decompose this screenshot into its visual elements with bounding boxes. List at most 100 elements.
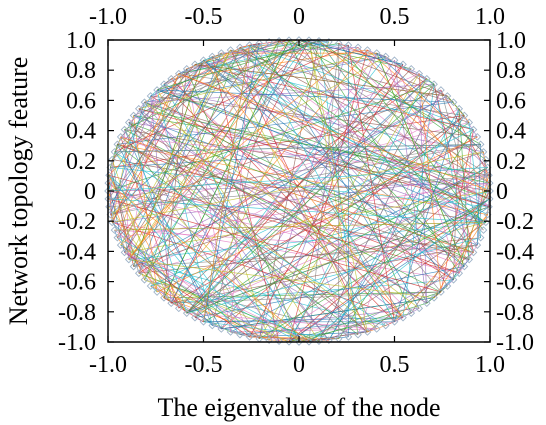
chord-line [156,89,490,200]
node-marker [315,337,323,346]
chord-line [258,40,320,339]
node-marker [465,255,474,264]
chord-line [114,229,118,238]
chord-line [133,60,204,267]
chord-line [239,317,404,335]
y-tick-label-left: -0.2 [58,209,96,235]
node-marker [485,171,493,180]
node-marker [217,49,226,57]
node-marker [455,104,464,113]
node-marker [381,321,390,330]
node-marker [113,140,122,149]
chord-line [128,259,435,299]
node-marker [113,233,122,242]
node-marker [285,36,293,45]
chord-line [186,237,481,314]
chord-line [485,198,491,223]
chord-line [110,89,158,215]
chord-line [186,312,377,330]
x-tick-label-bottom: 1.0 [475,352,505,378]
chord-line [249,44,395,322]
chord-line [163,40,290,298]
chord-line [221,115,465,330]
chord-line [108,52,222,200]
node-marker [116,133,125,141]
node-marker [182,65,191,73]
node-marker [265,38,273,46]
node-marker [208,52,217,61]
chord-line [156,52,222,91]
node-marker [479,148,488,156]
chord-line [268,78,428,341]
chord-line [221,307,420,330]
node-marker [363,328,372,336]
node-marker [363,46,372,54]
chord-line [239,47,490,184]
node-marker [479,226,488,234]
chord-line [212,56,486,223]
chord-line [124,129,130,260]
y-tick-label-left: 1.0 [66,28,96,54]
node-marker [108,155,117,164]
node-marker [325,336,333,344]
chord-line [128,122,188,314]
node-marker [334,39,343,48]
node-marker [422,299,431,308]
node-marker [460,262,469,271]
chord-line [138,40,320,110]
node-marker [437,288,445,296]
chord-line [120,47,241,246]
node-marker [120,125,129,134]
chord-line [298,39,448,97]
chord-line [458,129,474,274]
chord-line [211,56,280,342]
chord-line [259,43,420,309]
node-marker [415,69,424,78]
chord-line [298,39,404,65]
node-marker [160,80,168,89]
chord-line [211,40,280,326]
node-marker [460,111,469,120]
chord-line [328,266,465,341]
chord-line [385,56,460,274]
y-tick-label-left: -1.0 [58,330,96,356]
y-tick-label-right: 0.2 [496,149,526,175]
node-marker [455,269,464,278]
node-marker [430,80,438,89]
node-marker [199,317,208,326]
x-tick-label-top: -0.5 [185,4,223,30]
y-tick-label-left: 0 [84,179,96,205]
node-marker [449,98,458,107]
y-tick-label-left: -0.8 [58,300,96,326]
chord-line [220,52,368,333]
y-tick-label-right: 0.6 [496,88,526,114]
chord-line [144,83,435,103]
chord-line [114,151,386,326]
chord-line [133,95,448,267]
node-marker [153,86,161,94]
node-marker [236,43,244,52]
node-marker [407,309,416,317]
node-marker [469,248,478,257]
node-marker [305,36,313,45]
chord-line [138,52,222,274]
node-marker [354,330,362,339]
node-marker [245,41,254,49]
chord-line [150,190,491,287]
node-marker [146,282,155,290]
chord-line [426,78,435,85]
chord-lines [107,39,491,343]
node-markers [104,36,494,346]
node-marker [265,336,273,344]
chord-line [178,39,290,75]
node-marker [140,275,149,284]
node-marker [422,74,431,83]
chord-line [338,42,427,80]
chord-line [171,244,478,304]
chord-line [230,49,491,192]
node-marker [465,118,474,127]
chord-line [458,108,470,260]
chord-line [203,43,260,322]
